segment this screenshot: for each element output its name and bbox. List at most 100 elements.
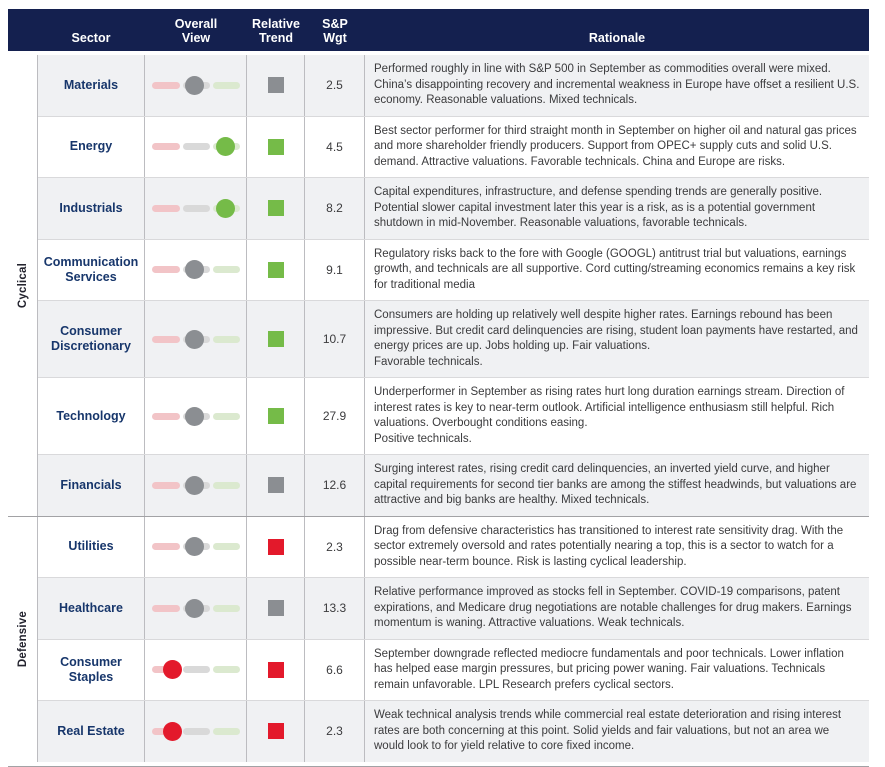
overall-view-slider xyxy=(151,537,240,557)
overall-view-cell xyxy=(145,455,247,516)
sp-weight-value: 2.3 xyxy=(305,516,365,577)
slider-thumb-negative xyxy=(162,721,182,741)
sector-name: Communication Services xyxy=(38,239,145,300)
sector-name: Energy xyxy=(38,116,145,177)
overall-view-slider xyxy=(151,660,240,680)
sector-name: Consumer Discretionary xyxy=(38,301,145,377)
slider-track-negative xyxy=(151,81,180,89)
trend-square-negative xyxy=(267,538,284,555)
rationale-text: Underperformer in September as rising ra… xyxy=(374,386,845,445)
overall-view-cell xyxy=(145,639,247,700)
trend-square-positive xyxy=(267,408,284,424)
slider-track-neutral xyxy=(182,727,210,735)
trend-square-positive xyxy=(267,331,284,347)
sp-weight-value: 6.6 xyxy=(305,639,365,700)
relative-trend-cell xyxy=(247,116,305,177)
slider-track-positive xyxy=(212,543,240,551)
overall-view-slider xyxy=(151,137,240,157)
relative-trend-cell xyxy=(247,239,305,300)
slider-track-positive xyxy=(212,412,240,420)
table-row: Utilities 2.3 Drag from defensive characte… xyxy=(38,516,869,578)
sp-weight-value: 8.2 xyxy=(305,178,365,239)
overall-view-cell xyxy=(145,516,247,577)
table-row: Real Estate 2.3 Weak technical analysis tr… xyxy=(38,701,869,762)
slider-thumb-neutral xyxy=(184,475,204,495)
overall-view-slider xyxy=(151,75,240,95)
table-row: Financials 12.6 Surging interest rates, ri… xyxy=(38,455,869,516)
table-row: Consumer Staples 6.6 September downgrade r… xyxy=(38,639,869,701)
table-row: Communication Services 9.1 Regulatory risk… xyxy=(38,239,869,301)
group-label-defensive: Defensive xyxy=(16,610,29,668)
overall-view-slider xyxy=(151,406,240,426)
slider-thumb-neutral xyxy=(184,598,204,618)
table-row: Industrials 8.2 Capital expenditures, infr… xyxy=(38,178,869,240)
defensive-rows: Utilities 2.3 Drag from defensive characte… xyxy=(37,516,869,762)
slider-thumb-positive xyxy=(215,198,235,218)
table-row: Consumer Discretionary 10.7 Consumers are … xyxy=(38,301,869,378)
slider-track-negative xyxy=(151,204,180,212)
sp-weight-value: 9.1 xyxy=(305,239,365,300)
relative-trend-cell xyxy=(247,378,305,454)
table-row: Energy 4.5 Best sector performer for third… xyxy=(38,116,869,178)
overall-view-cell xyxy=(145,239,247,300)
rationale-text: Surging interest rates, rising credit ca… xyxy=(374,463,857,506)
rationale-text: Drag from defensive characteristics has … xyxy=(374,524,844,568)
sp-weight-value: 10.7 xyxy=(305,301,365,377)
slider-track-negative xyxy=(151,604,180,612)
slider-thumb-negative xyxy=(162,660,182,680)
overall-view-slider xyxy=(151,329,240,349)
slider-track-positive xyxy=(212,335,240,343)
relative-trend-cell xyxy=(247,455,305,516)
slider-thumb-neutral xyxy=(184,329,204,349)
slider-track-positive xyxy=(212,481,240,489)
overall-view-slider xyxy=(151,475,240,495)
sp-weight-value: 2.5 xyxy=(305,55,365,116)
trend-square-negative xyxy=(267,723,284,740)
relative-trend-cell xyxy=(247,55,305,116)
overall-view-cell xyxy=(145,55,247,116)
header-sp-wgt: S&P Wgt xyxy=(322,17,348,45)
table-row: Healthcare 13.3 Relative performance impro… xyxy=(38,578,869,640)
cyclical-rows: Materials 2.5 Performed roughly in line wi… xyxy=(37,55,869,516)
overall-view-cell xyxy=(145,378,247,454)
sector-name: Industrials xyxy=(38,178,145,239)
trend-square-neutral xyxy=(267,77,284,94)
trend-square-positive xyxy=(267,261,284,278)
slider-track-positive xyxy=(212,727,240,735)
relative-trend-cell xyxy=(247,301,305,377)
sp-weight-value: 13.3 xyxy=(305,578,365,639)
header-relative-trend: Relative Trend xyxy=(252,17,300,45)
slider-track-positive xyxy=(212,81,240,89)
slider-thumb-neutral xyxy=(184,260,204,280)
slider-track-negative xyxy=(151,543,180,551)
rationale-text: Capital expenditures, infrastructure, an… xyxy=(374,186,823,229)
slider-track-negative xyxy=(151,143,180,151)
slider-track-neutral xyxy=(182,666,210,674)
group-defensive: Defensive Utilities 2.3 Drag from defensiv… xyxy=(8,515,869,762)
sp-weight-value: 12.6 xyxy=(305,455,365,516)
overall-view-slider xyxy=(151,260,240,280)
rationale-text: September downgrade reflected mediocre f… xyxy=(374,647,844,691)
sector-name: Technology xyxy=(38,378,145,454)
slider-track-positive xyxy=(212,666,240,674)
relative-trend-cell xyxy=(247,701,305,762)
trend-square-neutral xyxy=(267,600,284,617)
sp-weight-value: 4.5 xyxy=(305,116,365,177)
trend-square-positive xyxy=(267,138,284,155)
slider-track-negative xyxy=(151,335,180,343)
relative-trend-cell xyxy=(247,178,305,239)
slider-thumb-neutral xyxy=(184,537,204,557)
group-cyclical: Cyclical Materials 2.5 Performed roughly i… xyxy=(8,55,869,516)
rationale-text: Regulatory risks back to the fore with G… xyxy=(374,247,856,291)
overall-view-cell xyxy=(145,301,247,377)
header-sector: Sector xyxy=(71,30,111,45)
slider-track-neutral xyxy=(182,143,210,151)
trend-square-positive xyxy=(267,200,284,217)
trend-square-negative xyxy=(267,661,284,678)
rationale-text: Consumers are holding up relatively well… xyxy=(374,309,858,368)
group-gutter: Defensive xyxy=(8,516,37,762)
relative-trend-cell xyxy=(247,639,305,700)
relative-trend-cell xyxy=(247,516,305,577)
header-rationale: Rationale xyxy=(588,30,646,45)
